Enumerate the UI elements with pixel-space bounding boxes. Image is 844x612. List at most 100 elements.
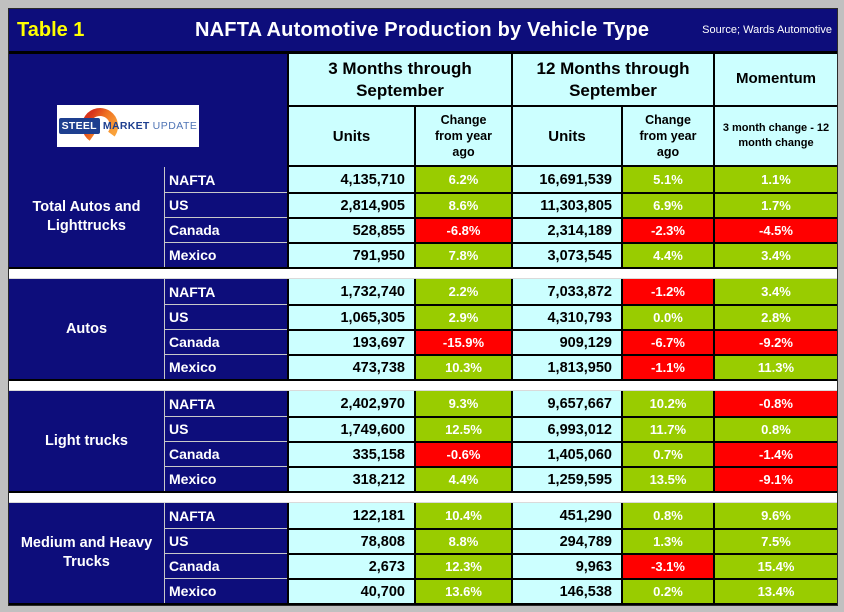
units-3mo-cell: 318,212 [287,466,414,491]
momentum-cell: 13.4% [713,578,837,603]
momentum-cell: 1.1% [713,167,837,192]
change-3mo-cell: -15.9% [414,329,511,354]
units-3mo-cell: 122,181 [287,503,414,528]
region-cell: Mexico [164,354,287,379]
change-12mo-cell: 6.9% [621,192,713,217]
units-12mo-cell: 1,405,060 [511,441,621,466]
table-row: Canada 193,697 -15.9% 909,129 -6.7% -9.2… [164,329,837,354]
momentum-cell: 9.6% [713,503,837,528]
table-row: Mexico 318,212 4.4% 1,259,595 13.5% -9.1… [164,466,837,491]
region-cell: Canada [164,553,287,578]
momentum-cell: 2.8% [713,304,837,329]
change-3mo-cell: 12.3% [414,553,511,578]
momentum-cell: 11.3% [713,354,837,379]
units-3mo-cell: 2,673 [287,553,414,578]
change-12mo-cell: 0.8% [621,503,713,528]
table-row: US 78,808 8.8% 294,789 1.3% 7.5% [164,528,837,553]
table-row: Mexico 473,738 10.3% 1,813,950 -1.1% 11.… [164,354,837,379]
column-momentum-definition: 3 month change - 12 month change [713,107,837,167]
momentum-cell: -9.1% [713,466,837,491]
group-label: Medium and Heavy Trucks [9,503,164,603]
momentum-cell: 1.7% [713,192,837,217]
units-12mo-cell: 11,303,805 [511,192,621,217]
source-attribution: Source; Wards Automotive [702,24,832,36]
change-3mo-cell: 6.2% [414,167,511,192]
table-number-label: Table 1 [17,18,85,41]
momentum-cell: 15.4% [713,553,837,578]
group-light-trucks: Light trucks NAFTA 2,402,970 9.3% 9,657,… [9,391,837,493]
units-3mo-cell: 791,950 [287,242,414,267]
table-row: NAFTA 122,181 10.4% 451,290 0.8% 9.6% [164,503,837,528]
group-separator [9,381,837,391]
region-cell: US [164,192,287,217]
logo-crescent-icon [82,108,118,144]
units-3mo-cell: 473,738 [287,354,414,379]
group-separator [9,493,837,503]
change-12mo-cell: 0.2% [621,578,713,603]
units-3mo-cell: 40,700 [287,578,414,603]
change-3mo-cell: 10.3% [414,354,511,379]
units-3mo-cell: 2,814,905 [287,192,414,217]
table-row: NAFTA 2,402,970 9.3% 9,657,667 10.2% -0.… [164,391,837,416]
change-3mo-cell: 8.6% [414,192,511,217]
change-12mo-cell: 4.4% [621,242,713,267]
units-12mo-cell: 3,073,545 [511,242,621,267]
title-bar: Table 1 NAFTA Automotive Production by V… [9,9,837,54]
change-3mo-cell: -6.8% [414,217,511,242]
logo-wordmark: STEEL MARKET UPDATE [58,118,198,134]
table-row: Canada 335,158 -0.6% 1,405,060 0.7% -1.4… [164,441,837,466]
table-row: NAFTA 1,732,740 2.2% 7,033,872 -1.2% 3.4… [164,279,837,304]
table-row: NAFTA 4,135,710 6.2% 16,691,539 5.1% 1.1… [164,167,837,192]
units-3mo-cell: 1,732,740 [287,279,414,304]
region-cell: Mexico [164,242,287,267]
units-12mo-cell: 1,259,595 [511,466,621,491]
column-change-3mo: Change from year ago [414,107,511,167]
table-row: US 1,749,600 12.5% 6,993,012 11.7% 0.8% [164,416,837,441]
units-12mo-cell: 9,657,667 [511,391,621,416]
logo-steel-text: STEEL [58,118,100,134]
page-title: NAFTA Automotive Production by Vehicle T… [194,18,650,41]
steel-market-update-logo: STEEL MARKET UPDATE [57,105,199,147]
change-12mo-cell: 0.0% [621,304,713,329]
logo-market-text: MARKET [102,120,150,132]
change-12mo-cell: -1.2% [621,279,713,304]
group-separator [9,269,837,279]
column-change-12mo: Change from year ago [621,107,713,167]
table-row: Mexico 791,950 7.8% 3,073,545 4.4% 3.4% [164,242,837,267]
group-medium-heavy-trucks: Medium and Heavy Trucks NAFTA 122,181 10… [9,503,837,605]
group-rows: NAFTA 2,402,970 9.3% 9,657,667 10.2% -0.… [164,391,837,491]
column-units-3mo: Units [287,107,414,167]
units-12mo-cell: 451,290 [511,503,621,528]
momentum-cell: 3.4% [713,242,837,267]
report-table: Table 1 NAFTA Automotive Production by V… [8,8,838,606]
change-3mo-cell: 2.9% [414,304,511,329]
change-3mo-cell: 12.5% [414,416,511,441]
units-12mo-cell: 6,993,012 [511,416,621,441]
change-3mo-cell: 7.8% [414,242,511,267]
region-cell: Canada [164,441,287,466]
momentum-cell: -1.4% [713,441,837,466]
momentum-cell: -4.5% [713,217,837,242]
table-row: Canada 2,673 12.3% 9,963 -3.1% 15.4% [164,553,837,578]
momentum-cell: 7.5% [713,528,837,553]
units-12mo-cell: 2,314,189 [511,217,621,242]
region-cell: NAFTA [164,391,287,416]
units-3mo-cell: 1,065,305 [287,304,414,329]
change-3mo-cell: 9.3% [414,391,511,416]
change-3mo-cell: 4.4% [414,466,511,491]
table-row: Mexico 40,700 13.6% 146,538 0.2% 13.4% [164,578,837,603]
column-group-3-months: 3 Months through September [287,54,511,107]
change-12mo-cell: 1.3% [621,528,713,553]
group-rows: NAFTA 122,181 10.4% 451,290 0.8% 9.6% US… [164,503,837,603]
units-12mo-cell: 16,691,539 [511,167,621,192]
change-12mo-cell: 11.7% [621,416,713,441]
change-12mo-cell: -3.1% [621,553,713,578]
units-3mo-cell: 1,749,600 [287,416,414,441]
column-group-12-months: 12 Months through September [511,54,713,107]
group-total-autos-lighttrucks: Total Autos and Lighttrucks NAFTA 4,135,… [9,167,837,269]
group-autos: Autos NAFTA 1,732,740 2.2% 7,033,872 -1.… [9,279,837,381]
logo-cell: STEEL MARKET UPDATE [9,54,287,167]
region-cell: Canada [164,217,287,242]
group-rows: NAFTA 4,135,710 6.2% 16,691,539 5.1% 1.1… [164,167,837,267]
